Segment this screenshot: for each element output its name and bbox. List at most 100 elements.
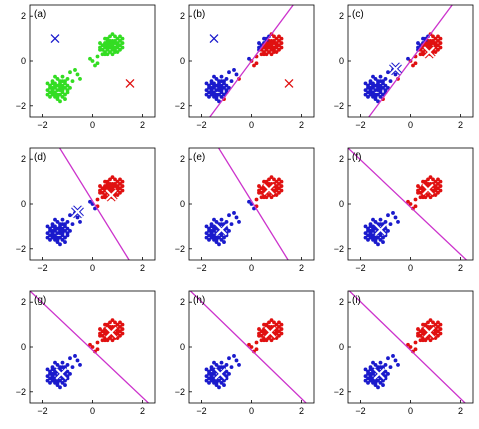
data-point [45, 88, 50, 93]
data-point [78, 77, 82, 81]
data-point [371, 74, 375, 79]
data-point [118, 190, 122, 195]
data-point [363, 92, 368, 97]
data-point [366, 228, 370, 233]
centroid-2 [421, 183, 435, 196]
data-point [55, 94, 60, 99]
data-point [428, 318, 433, 323]
data-point [90, 345, 95, 349]
data-point [48, 376, 52, 381]
data-point [88, 56, 92, 61]
y-tick-label: −2 [175, 244, 185, 254]
data-point [68, 356, 72, 361]
x-tick-label: −2 [37, 406, 47, 416]
data-point [224, 77, 229, 81]
data-point [386, 70, 390, 75]
data-point [262, 329, 266, 334]
data-point [48, 90, 52, 95]
data-point [219, 74, 224, 79]
data-point [368, 374, 373, 379]
data-point [214, 77, 219, 81]
panel-g: −2 0 2 −2 0 2 (g) [16, 290, 156, 416]
data-point [65, 77, 70, 81]
data-point [381, 378, 385, 383]
data-point [406, 199, 410, 204]
data-point [383, 88, 388, 93]
data-point [436, 333, 440, 338]
data-point [227, 85, 231, 90]
data-point [373, 380, 378, 385]
data-point [108, 186, 112, 191]
data-point [224, 220, 229, 224]
x-tick-label: −2 [355, 120, 365, 130]
data-point [267, 177, 271, 182]
y-tick-label: 2 [21, 297, 26, 307]
data-point [237, 220, 241, 224]
data-point [209, 81, 214, 86]
data-point [388, 365, 393, 370]
data-point [219, 380, 224, 385]
data-point [436, 181, 440, 186]
data-point [105, 184, 110, 188]
plot-area [189, 291, 307, 403]
centroid-mark [263, 183, 275, 196]
data-point [207, 90, 211, 95]
data-point [204, 88, 209, 93]
data-point [60, 380, 65, 385]
data-point [219, 233, 224, 238]
data-point [50, 224, 55, 229]
data-point [98, 327, 102, 331]
data-point [262, 338, 266, 343]
data-point [113, 34, 117, 39]
data-point [78, 220, 82, 224]
data-point [433, 184, 438, 188]
data-point [227, 213, 231, 218]
data-point [60, 222, 65, 227]
data-point [366, 237, 370, 242]
centroid-1 [50, 34, 60, 44]
data-point [366, 94, 370, 99]
data-point [378, 74, 383, 79]
panel-label: (f) [352, 152, 361, 163]
data-point [90, 59, 95, 63]
centroid-mark [284, 78, 294, 88]
data-point [219, 222, 224, 227]
data-point [103, 52, 107, 57]
data-point [272, 34, 276, 39]
data-point [269, 195, 274, 200]
x-tick-label: −2 [37, 263, 47, 273]
data-point [254, 347, 259, 352]
data-point [438, 179, 443, 184]
data-point [63, 383, 67, 387]
data-point [428, 338, 433, 343]
data-point [378, 380, 383, 385]
panel-label: (d) [34, 152, 46, 163]
data-point [371, 360, 375, 365]
data-point [227, 228, 231, 233]
data-point [68, 228, 72, 233]
data-point [368, 224, 373, 229]
data-point [63, 81, 67, 86]
data-point [386, 356, 390, 361]
data-point [219, 90, 224, 95]
data-point [277, 177, 281, 182]
data-point [418, 333, 423, 338]
data-point [70, 365, 75, 370]
x-tick-label: 0 [408, 120, 413, 130]
data-point [53, 74, 57, 79]
data-point [383, 83, 388, 88]
data-point [373, 363, 378, 367]
panel-label: (i) [352, 295, 361, 306]
data-point [229, 365, 234, 370]
panel-label: (b) [193, 9, 205, 20]
panel-e: −2 0 2 −2 0 2 (e) [175, 147, 315, 273]
data-point [222, 378, 226, 383]
data-point [408, 202, 413, 206]
data-point [58, 242, 62, 247]
data-point [391, 211, 395, 215]
data-point [267, 50, 271, 54]
data-point [371, 92, 375, 97]
data-point [103, 43, 107, 48]
data-point [259, 190, 264, 195]
data-point [115, 36, 120, 41]
